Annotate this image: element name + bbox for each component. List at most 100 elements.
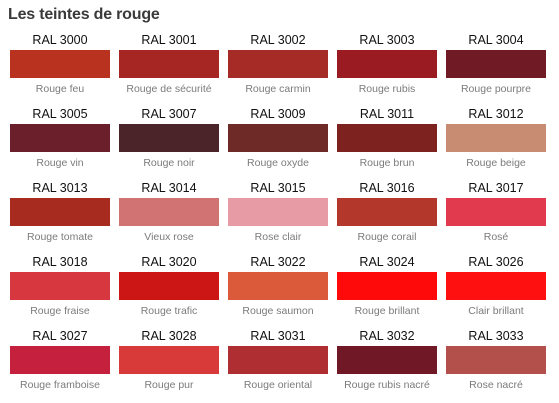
color-swatch (337, 198, 437, 226)
swatch-card: RAL 3016 Rouge corail (337, 181, 437, 243)
swatch-name: Clair brillant (468, 305, 524, 317)
swatch-name: Rose clair (254, 231, 302, 243)
swatch-card: RAL 3004 Rouge pourpre (446, 33, 546, 95)
swatch-code: RAL 3000 (32, 33, 88, 47)
color-swatch (446, 198, 546, 226)
swatch-card: RAL 3000 Rouge feu (10, 33, 110, 95)
swatch-card: RAL 3033 Rose nacré (446, 329, 546, 391)
swatch-name: Rouge feu (35, 83, 85, 95)
swatch-name: Rouge brillant (354, 305, 420, 317)
color-swatch (119, 124, 219, 152)
swatch-code: RAL 3003 (359, 33, 415, 47)
swatch-code: RAL 3012 (468, 107, 524, 121)
swatch-code: RAL 3005 (32, 107, 88, 121)
color-swatch (10, 50, 110, 78)
swatch-card: RAL 3017 Rosé (446, 181, 546, 243)
swatch-name: Rouge fraise (30, 305, 90, 317)
swatch-name: Rosé (483, 231, 509, 243)
swatch-card: RAL 3022 Rouge saumon (228, 255, 328, 317)
swatch-card: RAL 3013 Rouge tomate (10, 181, 110, 243)
color-swatch (446, 272, 546, 300)
color-swatch (228, 272, 328, 300)
swatch-card: RAL 3032 Rouge rubis nacré (337, 329, 437, 391)
swatch-code: RAL 3022 (250, 255, 306, 269)
swatch-card: RAL 3027 Rouge framboise (10, 329, 110, 391)
swatch-card: RAL 3009 Rouge oxyde (228, 107, 328, 169)
color-swatch (228, 50, 328, 78)
swatch-code: RAL 3009 (250, 107, 306, 121)
swatch-name: Rouge de sécurité (126, 83, 212, 95)
color-swatch (10, 272, 110, 300)
swatch-card: RAL 3015 Rose clair (228, 181, 328, 243)
swatch-name: Rouge brun (359, 157, 415, 169)
swatch-name: Rouge tomate (27, 231, 93, 243)
swatch-card: RAL 3002 Rouge carmin (228, 33, 328, 95)
swatch-code: RAL 3018 (32, 255, 88, 269)
swatch-name: Rouge trafic (140, 305, 198, 317)
swatch-code: RAL 3002 (250, 33, 306, 47)
swatch-card: RAL 3018 Rouge fraise (10, 255, 110, 317)
swatch-card: RAL 3026 Clair brillant (446, 255, 546, 317)
swatch-code: RAL 3020 (141, 255, 197, 269)
swatch-card: RAL 3014 Vieux rose (119, 181, 219, 243)
swatch-code: RAL 3033 (468, 329, 524, 343)
swatch-code: RAL 3024 (359, 255, 415, 269)
swatch-name: Rouge beige (466, 157, 526, 169)
color-swatch (337, 124, 437, 152)
color-swatch (337, 50, 437, 78)
color-swatch (446, 346, 546, 374)
swatch-name: Rouge pur (144, 379, 194, 391)
swatch-card: RAL 3011 Rouge brun (337, 107, 437, 169)
color-swatch (228, 198, 328, 226)
swatch-name: Rouge saumon (242, 305, 314, 317)
swatch-card: RAL 3001 Rouge de sécurité (119, 33, 219, 95)
color-swatch (119, 346, 219, 374)
color-swatch (119, 198, 219, 226)
swatch-code: RAL 3013 (32, 181, 88, 195)
swatch-code: RAL 3001 (141, 33, 197, 47)
swatch-code: RAL 3032 (359, 329, 415, 343)
color-swatch (337, 272, 437, 300)
swatch-code: RAL 3007 (141, 107, 197, 121)
swatch-code: RAL 3011 (359, 107, 415, 121)
color-swatch (10, 198, 110, 226)
color-swatch (10, 124, 110, 152)
swatch-name: Rouge pourpre (460, 83, 532, 95)
color-swatch (446, 124, 546, 152)
swatch-name: Rouge noir (143, 157, 195, 169)
color-swatch (10, 346, 110, 374)
swatch-name: Rouge rubis (358, 83, 416, 95)
swatch-code: RAL 3027 (32, 329, 88, 343)
swatch-card: RAL 3024 Rouge brillant (337, 255, 437, 317)
swatch-code: RAL 3015 (250, 181, 306, 195)
swatch-name: Rose nacré (469, 379, 523, 391)
color-swatch (228, 124, 328, 152)
swatch-code: RAL 3028 (141, 329, 197, 343)
swatch-card: RAL 3031 Rouge oriental (228, 329, 328, 391)
swatch-code: RAL 3014 (141, 181, 197, 195)
swatch-code: RAL 3017 (468, 181, 524, 195)
swatch-card: RAL 3028 Rouge pur (119, 329, 219, 391)
color-swatch (228, 346, 328, 374)
swatch-card: RAL 3020 Rouge trafic (119, 255, 219, 317)
swatch-card: RAL 3005 Rouge vin (10, 107, 110, 169)
swatch-name: Rouge oxyde (247, 157, 309, 169)
swatch-code: RAL 3016 (359, 181, 415, 195)
swatch-code: RAL 3004 (468, 33, 524, 47)
swatch-name: Rouge vin (36, 157, 84, 169)
page-title: Les teintes de rouge (8, 6, 160, 23)
color-swatch (337, 346, 437, 374)
swatch-name: Rouge rubis nacré (344, 379, 430, 391)
swatch-name: Rouge oriental (243, 379, 313, 391)
swatch-code: RAL 3026 (468, 255, 524, 269)
swatch-name: Rouge carmin (245, 83, 311, 95)
swatch-name: Vieux rose (144, 231, 194, 243)
swatch-name: Rouge corail (357, 231, 417, 243)
color-swatch (119, 50, 219, 78)
color-swatch (446, 50, 546, 78)
color-swatch (119, 272, 219, 300)
swatch-card: RAL 3003 Rouge rubis (337, 33, 437, 95)
swatch-card: RAL 3007 Rouge noir (119, 107, 219, 169)
swatch-code: RAL 3031 (250, 329, 306, 343)
